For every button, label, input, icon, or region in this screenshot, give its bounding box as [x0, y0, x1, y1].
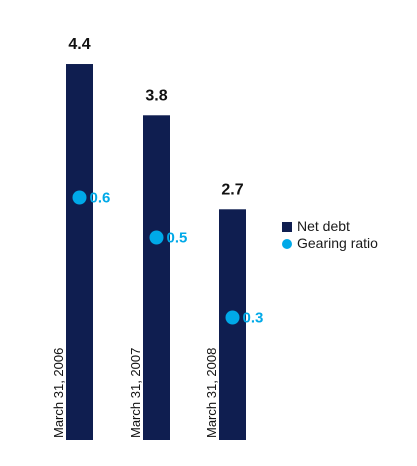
- chart-legend: Net debt Gearing ratio: [282, 218, 378, 252]
- category-label: March 31, 2007: [128, 348, 143, 438]
- net-debt-value-label: 4.4: [68, 36, 90, 53]
- gearing-ratio-swatch-icon: [282, 238, 292, 249]
- net-debt-value-label: 2.7: [221, 181, 243, 198]
- net-debt-value-label: 3.8: [145, 87, 167, 104]
- category-label: March 31, 2008: [204, 348, 219, 438]
- net-debt-bar: [219, 209, 246, 440]
- category-label: March 31, 2006: [51, 348, 66, 438]
- legend-item-net-debt: Net debt: [282, 218, 378, 235]
- net-debt-bar: [143, 115, 170, 440]
- legend-label-net-debt: Net debt: [297, 218, 350, 234]
- gearing-ratio-point: [72, 190, 87, 205]
- gearing-ratio-value-label: 0.3: [243, 310, 264, 327]
- gearing-ratio-value-label: 0.6: [90, 190, 111, 207]
- gearing-ratio-point: [149, 230, 164, 245]
- gearing-ratio-value-label: 0.5: [167, 230, 188, 247]
- net-debt-bar: [66, 64, 93, 441]
- legend-item-gearing-ratio: Gearing ratio: [282, 235, 378, 252]
- legend-label-gearing-ratio: Gearing ratio: [297, 235, 378, 251]
- gearing-ratio-point: [225, 310, 240, 325]
- net-debt-swatch-icon: [282, 221, 292, 232]
